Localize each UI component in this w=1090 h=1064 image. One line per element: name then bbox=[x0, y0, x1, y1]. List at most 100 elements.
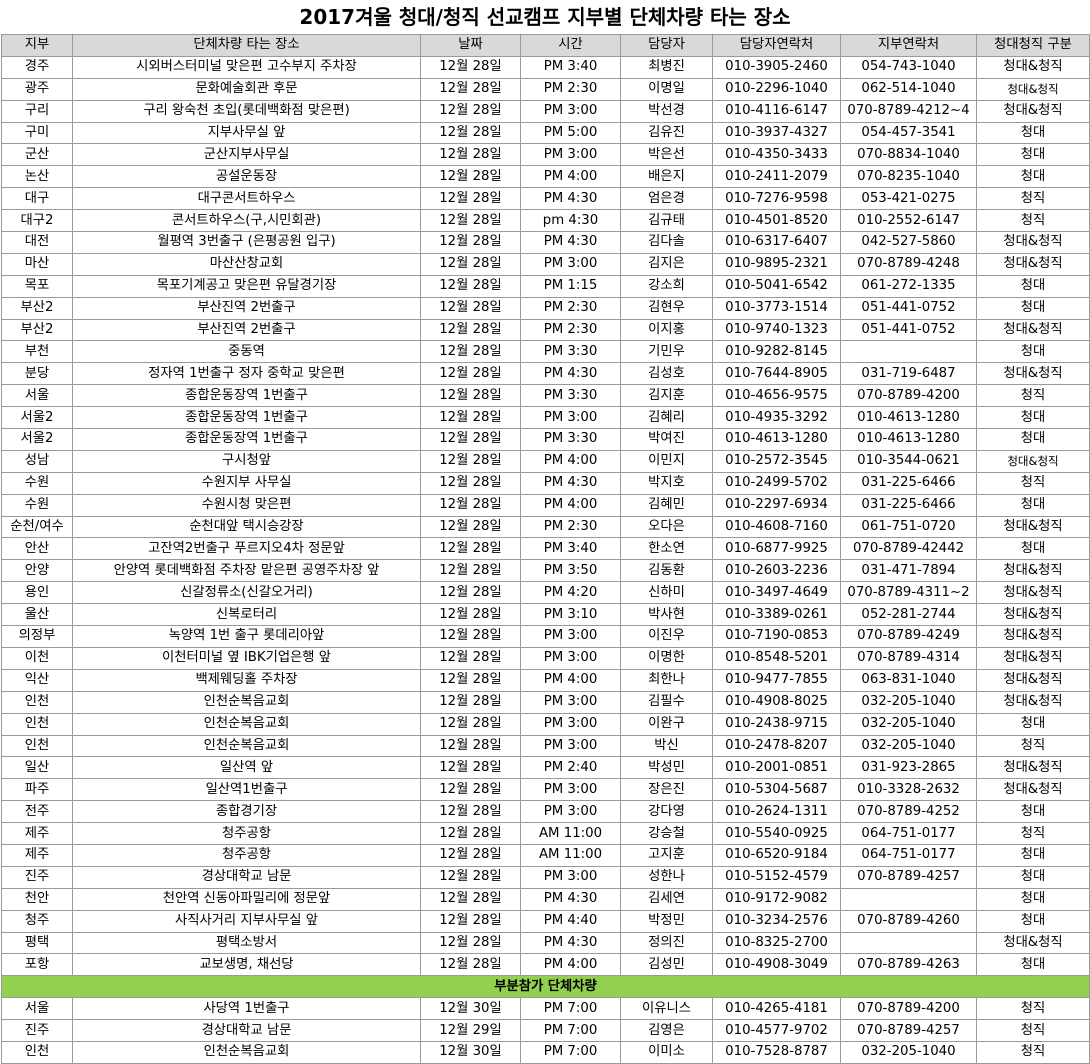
cell-branch-phone: 054-457-3541 bbox=[840, 121, 977, 145]
cell-branch-phone: 070-8789-4200 bbox=[840, 997, 977, 1021]
cell-manager-phone: 010-9477-7855 bbox=[712, 668, 841, 692]
cell-branch: 청주 bbox=[1, 909, 73, 933]
table-row: 분당 정자역 1번출구 정자 중학교 맞은편 12월 28일 PM 4:30 김성호 01… bbox=[1, 362, 1090, 386]
cell-location: 청주공항 bbox=[72, 843, 421, 867]
cell-time: PM 4:00 bbox=[520, 493, 621, 517]
cell-branch: 순천/여수 bbox=[1, 515, 73, 539]
cell-time: PM 3:00 bbox=[520, 143, 621, 167]
cell-date: 12월 28일 bbox=[420, 712, 521, 736]
table-row: 이천 이천터미널 옆 IBK기업은행 앞 12월 28일 PM 3:00 이명한 010-… bbox=[1, 646, 1090, 670]
cell-time: PM 4:00 bbox=[520, 668, 621, 692]
cell-manager-phone: 010-9740-1323 bbox=[712, 318, 841, 342]
cell-manager: 김규태 bbox=[620, 209, 713, 233]
cell-category: 청대 bbox=[976, 428, 1090, 451]
cell-category: 청대&청직 bbox=[976, 690, 1090, 714]
cell-manager: 이지홍 bbox=[620, 318, 713, 342]
cell-location: 청주공항 bbox=[72, 822, 421, 845]
cell-manager-phone: 010-4613-1280 bbox=[712, 428, 841, 451]
cell-branch: 광주 bbox=[1, 77, 73, 101]
cell-branch: 부산2 bbox=[1, 296, 73, 320]
cell-manager-phone: 010-2572-3545 bbox=[712, 449, 841, 473]
cell-date: 12월 28일 bbox=[420, 406, 521, 430]
cell-category: 청대 bbox=[976, 843, 1090, 867]
col-header-time: 시간 bbox=[520, 34, 621, 57]
cell-branch: 군산 bbox=[1, 143, 73, 167]
cell-time: PM 3:00 bbox=[520, 646, 621, 670]
cell-category: 청대&청직 bbox=[976, 99, 1090, 123]
cell-time: PM 4:00 bbox=[520, 165, 621, 189]
cell-manager-phone: 010-7644-8905 bbox=[712, 362, 841, 386]
cell-manager: 배은지 bbox=[620, 165, 713, 189]
cell-time: PM 4:30 bbox=[520, 471, 621, 495]
section-header-row: 부분참가 단체차량 bbox=[1, 975, 1090, 999]
cell-manager-phone: 010-2603-2236 bbox=[712, 559, 841, 583]
cell-branch: 수원 bbox=[1, 471, 73, 495]
cell-category: 청대&청직 bbox=[976, 646, 1090, 670]
cell-category: 청직 bbox=[976, 997, 1090, 1021]
cell-branch: 부천 bbox=[1, 340, 73, 364]
cell-category: 청대&청직 bbox=[976, 778, 1090, 802]
cell-category: 청대 bbox=[976, 493, 1090, 517]
cell-category: 청대&청직 bbox=[976, 581, 1090, 605]
cell-branch: 천안 bbox=[1, 887, 73, 911]
cell-date: 12월 28일 bbox=[420, 187, 521, 211]
cell-manager-phone: 010-2001-0851 bbox=[712, 756, 841, 780]
cell-category: 청대 bbox=[976, 340, 1090, 364]
cell-manager-phone: 010-9895-2321 bbox=[712, 252, 841, 276]
cell-manager-phone: 010-4116-6147 bbox=[712, 99, 841, 123]
cell-branch-phone bbox=[840, 931, 977, 955]
table-row: 광주 문화예술회관 후문 12월 28일 PM 2:30 이명일 010-2296-104… bbox=[1, 77, 1090, 101]
cell-manager-phone: 010-5152-4579 bbox=[712, 865, 841, 889]
cell-manager: 강다영 bbox=[620, 800, 713, 824]
cell-location: 교보생명, 채선당 bbox=[72, 953, 421, 977]
cell-branch-phone: 032-205-1040 bbox=[840, 712, 977, 736]
cell-location: 중동역 bbox=[72, 340, 421, 364]
cell-category: 청직 bbox=[976, 209, 1090, 233]
cell-branch-phone: 053-421-0275 bbox=[840, 187, 977, 211]
cell-category: 청대&청직 bbox=[976, 603, 1090, 627]
cell-branch-phone: 010-3328-2632 bbox=[840, 778, 977, 802]
cell-time: PM 4:30 bbox=[520, 231, 621, 254]
cell-manager-phone: 010-3234-2576 bbox=[712, 909, 841, 933]
cell-category: 청대 bbox=[976, 406, 1090, 430]
cell-branch: 용인 bbox=[1, 581, 73, 605]
cell-date: 12월 28일 bbox=[420, 756, 521, 780]
cell-branch-phone: 031-471-7894 bbox=[840, 559, 977, 583]
cell-date: 12월 28일 bbox=[420, 690, 521, 714]
table-row: 수원 수원시청 맞은편 12월 28일 PM 4:00 김혜민 010-2297-6934… bbox=[1, 493, 1090, 517]
table-row: 목포 목포기계공고 맞은편 유달경기장 12월 28일 PM 1:15 강소희 010-5… bbox=[1, 274, 1090, 298]
cell-branch-phone: 031-225-6466 bbox=[840, 471, 977, 495]
table-row: 천안 천안역 신동아파밀리에 정문앞 12월 28일 PM 4:30 김세연 010-91… bbox=[1, 887, 1090, 911]
table-row: 서울 종합운동장역 1번출구 12월 28일 PM 3:30 김지훈 010-4656-9… bbox=[1, 384, 1090, 408]
cell-date: 12월 28일 bbox=[420, 471, 521, 495]
cell-date: 12월 28일 bbox=[420, 209, 521, 233]
cell-manager-phone: 010-6317-6407 bbox=[712, 231, 841, 254]
cell-branch: 의정부 bbox=[1, 625, 73, 648]
cell-location: 수원시청 맞은편 bbox=[72, 493, 421, 517]
col-header-branch-phone: 지부연락처 bbox=[840, 34, 977, 57]
cell-branch: 서울 bbox=[1, 997, 73, 1021]
cell-branch-phone bbox=[840, 887, 977, 911]
cell-branch: 마산 bbox=[1, 252, 73, 276]
cell-branch: 서울2 bbox=[1, 428, 73, 451]
cell-manager: 최병진 bbox=[620, 55, 713, 79]
cell-branch: 인천 bbox=[1, 734, 73, 758]
cell-date: 12월 28일 bbox=[420, 537, 521, 561]
cell-date: 12월 28일 bbox=[420, 800, 521, 824]
cell-location: 구시청앞 bbox=[72, 449, 421, 473]
cell-branch: 인천 bbox=[1, 690, 73, 714]
cell-location: 공설운동장 bbox=[72, 165, 421, 189]
cell-branch-phone: 032-205-1040 bbox=[840, 734, 977, 758]
cell-manager: 김필수 bbox=[620, 690, 713, 714]
table-row: 일산 일산역 앞 12월 28일 PM 2:40 박성민 010-2001-0851 031… bbox=[1, 756, 1090, 780]
cell-date: 12월 28일 bbox=[420, 778, 521, 802]
cell-category: 청대&청직 bbox=[976, 362, 1090, 386]
cell-manager: 이명일 bbox=[620, 77, 713, 101]
cell-time: PM 2:30 bbox=[520, 296, 621, 320]
cell-manager: 이민지 bbox=[620, 449, 713, 473]
cell-location: 안양역 롯데백화점 주차장 맡은편 공영주차장 앞 bbox=[72, 559, 421, 583]
cell-location: 순천대앞 택시승강장 bbox=[72, 515, 421, 539]
table-row: 경주 시외버스터미널 맞은편 고수부지 주차장 12월 28일 PM 3:40 최병진 0… bbox=[1, 55, 1090, 79]
cell-manager-phone: 010-4935-3292 bbox=[712, 406, 841, 430]
cell-branch: 서울2 bbox=[1, 406, 73, 430]
